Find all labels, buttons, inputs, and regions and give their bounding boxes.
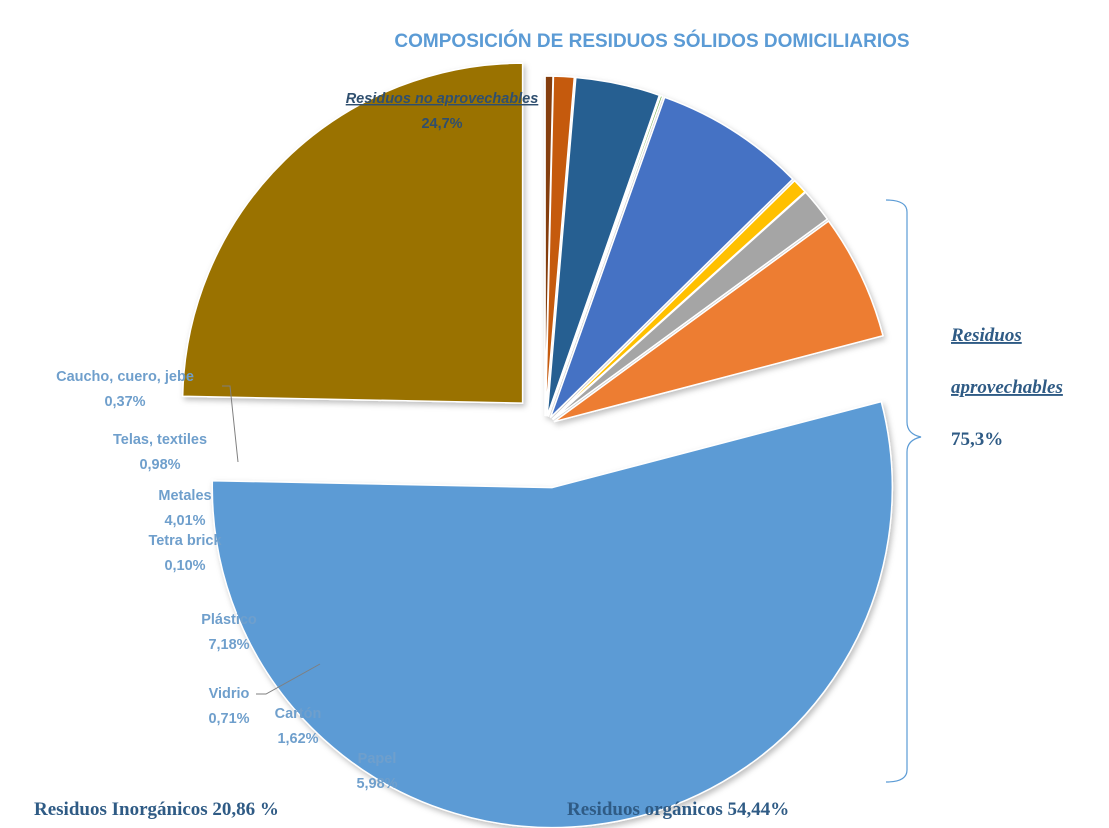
label-plastico: Plástico 7,18% xyxy=(201,612,257,653)
pie-slice-carton xyxy=(552,191,829,421)
pie-slice-papel xyxy=(553,220,884,423)
pie-slice-telas-textiles xyxy=(544,75,576,417)
label-no-aprovechables-name: Residuos no aprovechables xyxy=(346,91,539,107)
label-papel-name: Papel xyxy=(358,751,397,767)
leader-vidrio xyxy=(256,663,321,695)
label-metales-name: Metales xyxy=(158,488,211,504)
chart-title: COMPOSICIÓN DE RESIDUOS SÓLIDOS DOMICILI… xyxy=(394,30,909,52)
pie-slice-residuos-organicos xyxy=(211,400,893,828)
label-tetra-name: Tetra brick xyxy=(148,533,222,549)
aprovechables-value: 75,3% xyxy=(951,429,1003,450)
label-metales: Metales 4,01% xyxy=(158,488,211,529)
group-inorganicos: Residuos Inorgánicos 20,86 % xyxy=(34,799,279,820)
label-papel: Papel 5,98% xyxy=(356,751,397,792)
label-telas-name: Telas, textiles xyxy=(113,432,207,448)
pie-slices xyxy=(181,62,893,828)
aprovechables-line2: aprovechables xyxy=(951,377,1063,398)
label-telas-value: 0,98% xyxy=(139,457,180,473)
group-aprovechables: Residuos aprovechables 75,3% xyxy=(950,325,1063,450)
label-tetra: Tetra brick 0,10% xyxy=(148,533,222,574)
label-carton-value: 1,62% xyxy=(277,731,318,747)
pie-slice-tetra-brick xyxy=(547,94,664,417)
label-carton-name: Cartón xyxy=(275,706,322,722)
label-tetra-value: 0,10% xyxy=(164,558,205,574)
label-carton: Cartón 1,62% xyxy=(275,706,322,747)
leader-caucho xyxy=(222,385,239,463)
label-vidrio-name: Vidrio xyxy=(209,686,250,702)
label-caucho: Caucho, cuero, jebe 0,37% xyxy=(56,369,194,410)
label-caucho-name: Caucho, cuero, jebe xyxy=(56,369,194,385)
label-vidrio-value: 0,71% xyxy=(208,711,249,727)
label-papel-value: 5,98% xyxy=(356,776,397,792)
pie-slice-metales xyxy=(546,76,661,417)
label-telas: Telas, textiles 0,98% xyxy=(113,432,207,473)
label-plastico-name: Plástico xyxy=(201,612,257,628)
pie-slice-plastico xyxy=(549,96,794,419)
group-organicos: Residuos orgánicos 54,44% xyxy=(567,799,789,820)
pie-slice-residuos-no-aprovechables xyxy=(181,62,524,404)
label-vidrio: Vidrio 0,71% xyxy=(208,686,249,727)
aprovechables-brace xyxy=(885,199,922,783)
label-no-aprovechables-value: 24,7% xyxy=(421,116,462,132)
label-metales-value: 4,01% xyxy=(164,513,205,529)
label-caucho-value: 0,37% xyxy=(104,394,145,410)
aprovechables-line1: Residuos xyxy=(950,325,1022,346)
label-plastico-value: 7,18% xyxy=(208,637,249,653)
label-no-aprovechables: Residuos no aprovechables 24,7% xyxy=(346,91,539,132)
